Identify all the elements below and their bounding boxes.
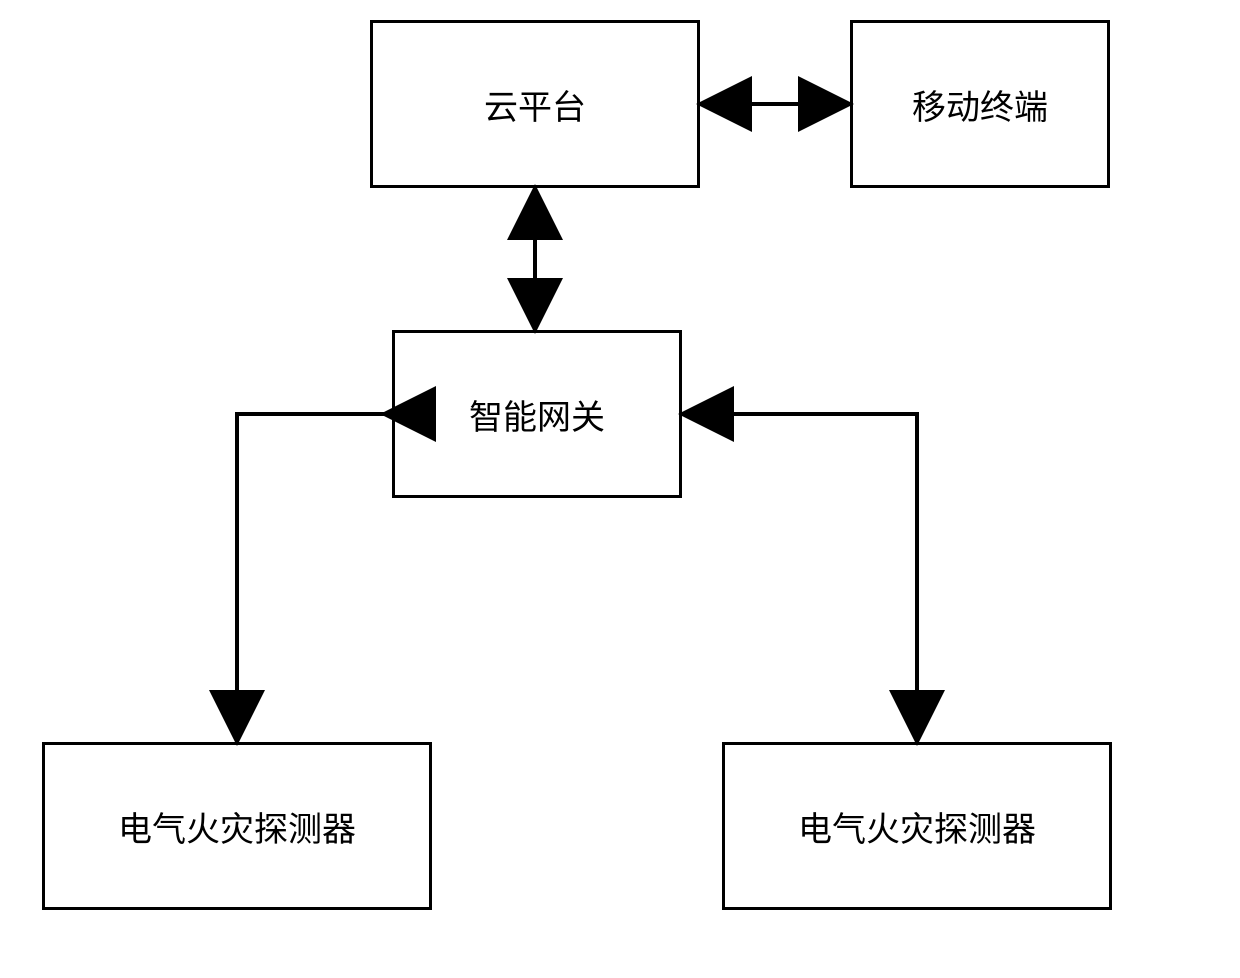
node-fire-detector-left: 电气火灾探测器 <box>42 742 432 910</box>
diagram-container: 云平台 移动终端 智能网关 电气火灾探测器 电气火灾探测器 <box>0 0 1240 978</box>
edge-gateway-to-right-detector <box>686 412 917 738</box>
node-fire-detector-right: 电气火灾探测器 <box>722 742 1112 910</box>
node-label-fire-detector-left: 电气火灾探测器 <box>118 802 356 851</box>
node-label-cloud-platform: 云平台 <box>484 80 586 129</box>
node-smart-gateway: 智能网关 <box>392 330 682 498</box>
edge-gateway-to-left-detector <box>237 412 388 738</box>
node-label-smart-gateway: 智能网关 <box>469 390 605 439</box>
node-cloud-platform: 云平台 <box>370 20 700 188</box>
node-label-mobile-terminal: 移动终端 <box>912 80 1048 129</box>
node-mobile-terminal: 移动终端 <box>850 20 1110 188</box>
node-label-fire-detector-right: 电气火灾探测器 <box>798 802 1036 851</box>
